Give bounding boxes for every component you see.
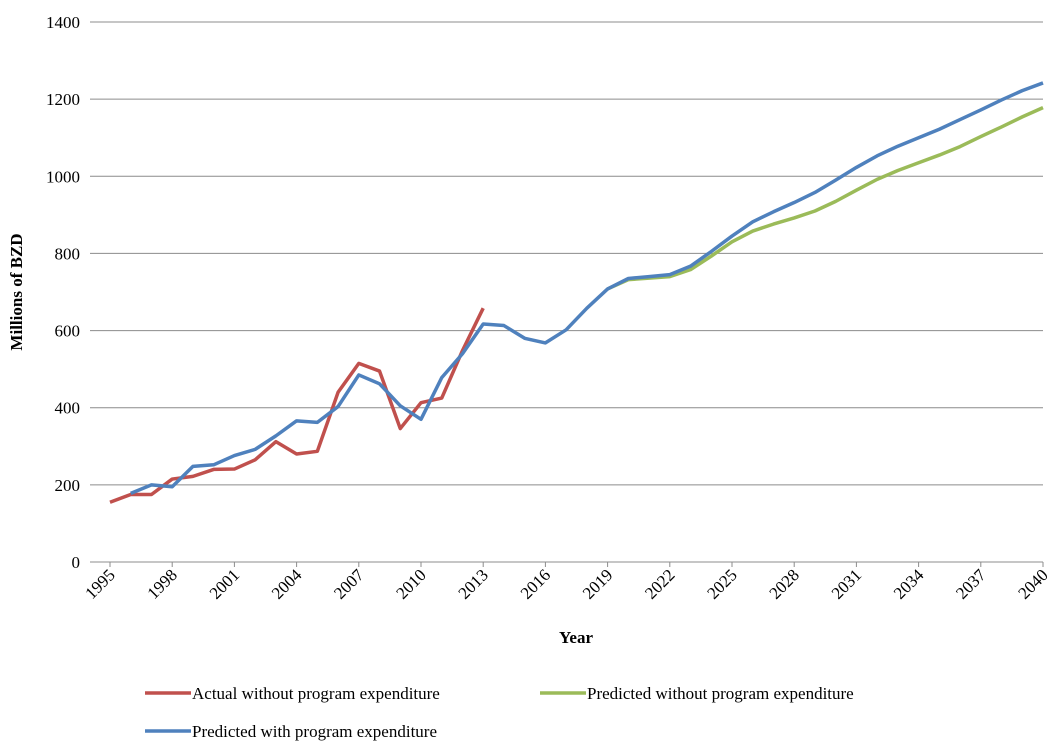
series-line — [130, 81, 1044, 495]
x-tick-label: 2025 — [703, 565, 740, 602]
y-tick-label: 1200 — [46, 90, 80, 109]
x-tick-label: 1998 — [144, 565, 181, 602]
y-axis-label: Millions of BZD — [7, 233, 26, 350]
x-tick-label: 2016 — [517, 565, 554, 602]
y-tick-label: 0 — [72, 553, 81, 572]
y-tick-label: 1400 — [46, 13, 80, 32]
legend-label: Predicted without program expenditure — [587, 684, 854, 703]
legend-label: Predicted with program expenditure — [192, 722, 437, 741]
x-tick-label: 1995 — [81, 565, 118, 602]
series-line — [606, 106, 1044, 291]
x-tick-label: 2007 — [330, 565, 368, 603]
legend-label: Actual without program expenditure — [192, 684, 440, 703]
x-tick-label: 2034 — [890, 565, 928, 603]
y-tick-label: 200 — [55, 476, 81, 495]
y-tick-label: 1000 — [46, 167, 80, 186]
x-tick-label: 2010 — [392, 565, 429, 602]
x-tick-label: 2004 — [268, 565, 306, 603]
x-axis-label: Year — [559, 628, 593, 647]
x-tick-label: 2019 — [579, 565, 616, 602]
x-tick-label: 2028 — [766, 565, 803, 602]
y-tick-label: 800 — [55, 244, 81, 263]
x-tick-label: 2022 — [641, 565, 678, 602]
x-tick-label: 2031 — [828, 565, 865, 602]
y-tick-label: 400 — [55, 399, 81, 418]
x-tick-label: 2013 — [455, 565, 492, 602]
x-tick-label: 2037 — [952, 565, 990, 603]
series-line — [109, 307, 485, 504]
x-tick-label: 2001 — [206, 565, 243, 602]
y-tick-label: 600 — [55, 322, 81, 341]
x-tick-label: 2040 — [1014, 565, 1049, 602]
